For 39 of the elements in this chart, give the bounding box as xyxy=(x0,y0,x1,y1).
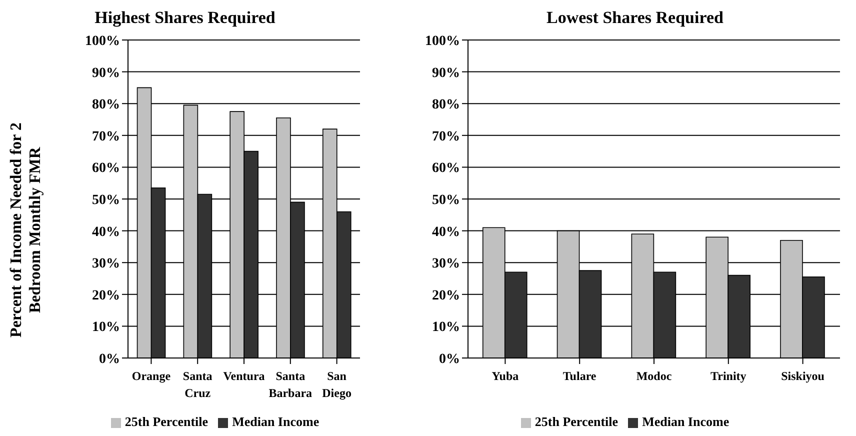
chart-title: Lowest Shares Required xyxy=(546,8,724,28)
y-tick-label: 80% xyxy=(92,98,120,113)
legend-label: Median Income xyxy=(642,414,730,429)
y-tick-label: 90% xyxy=(432,66,460,81)
y-tick-label: 50% xyxy=(432,192,460,208)
y-tick-label: 20% xyxy=(92,288,120,304)
x-tick-label: Orange xyxy=(132,369,172,383)
x-tick-label: Ventura xyxy=(223,369,265,383)
y-tick-label: 60% xyxy=(92,161,120,176)
x-tick-label: Santa Barbara xyxy=(268,369,312,400)
y-tick-label: 20% xyxy=(432,288,460,304)
legend-label: Median Income xyxy=(232,414,320,429)
y-tick-label: 80% xyxy=(432,98,460,113)
chart-title: Highest Shares Required xyxy=(94,8,276,28)
y-tick-label: 100% xyxy=(85,34,120,49)
y-tick-label: 10% xyxy=(92,320,120,336)
y-tick-label: 70% xyxy=(92,129,120,144)
x-tick-label: Trinity xyxy=(710,369,746,383)
x-tick-label: Tulare xyxy=(562,369,597,383)
x-tick-label: San Diego xyxy=(322,369,352,400)
y-tick-label: 10% xyxy=(432,320,460,336)
legend-label: 25th Percentile xyxy=(124,414,208,429)
x-tick-label: Siskiyou xyxy=(781,369,825,383)
y-tick-label: 30% xyxy=(92,256,120,272)
y-tick-label: 50% xyxy=(92,192,120,208)
legend-label: 25th Percentile xyxy=(534,414,618,429)
y-tick-label: 40% xyxy=(432,224,460,240)
x-tick-label: Modoc xyxy=(636,369,672,383)
y-tick-label: 90% xyxy=(92,66,120,81)
y-tick-label: 100% xyxy=(425,34,460,49)
y-tick-label: 70% xyxy=(432,129,460,144)
y-tick-label: 0% xyxy=(439,352,460,367)
y-tick-label: 60% xyxy=(432,161,460,176)
y-tick-label: 30% xyxy=(432,256,460,272)
x-tick-label: Santa Cruz xyxy=(182,369,212,400)
y-axis-title: Percent of Income Needed for 2 Bedroom Monthly FMR xyxy=(7,122,45,340)
y-tick-label: 40% xyxy=(92,224,120,240)
y-tick-label: 0% xyxy=(99,352,120,367)
x-tick-label: Yuba xyxy=(492,369,519,383)
